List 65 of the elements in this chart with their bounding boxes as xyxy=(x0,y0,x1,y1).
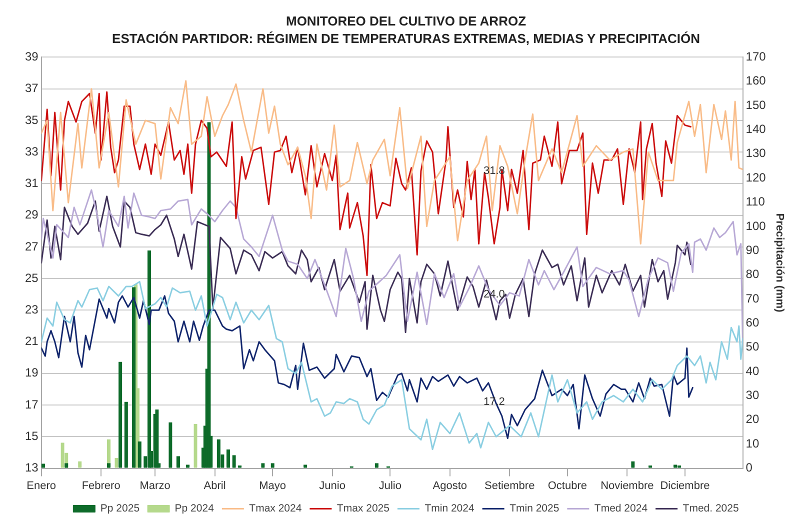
y-tick-label: 35 xyxy=(24,112,39,127)
chart-title: MONITOREO DEL CULTIVO DE ARROZ xyxy=(286,13,526,28)
legend-label: Tmed 2024 xyxy=(594,502,648,515)
chart-subtitle: ESTACIÓN PARTIDOR: RÉGIMEN DE TEMPERATURAS EXTREMAS, MEDIAS Y PRECIPITACIÓN xyxy=(112,30,700,46)
legend-label: Tmax 2025 xyxy=(336,502,390,515)
legend-label: Tmed. 2025 xyxy=(682,502,739,515)
y-tick-label: 31 xyxy=(24,176,39,190)
y2-tick-label: 150 xyxy=(746,98,766,112)
y-tick-label: 21 xyxy=(24,334,39,348)
x-tick-label: Febrero xyxy=(82,480,120,492)
bar xyxy=(114,458,118,468)
x-tick-label: Octubre xyxy=(548,480,587,492)
y2-tick-label: 140 xyxy=(746,122,766,136)
y2-tick-label: 130 xyxy=(746,146,766,160)
y2-tick-label: 20 xyxy=(746,412,760,426)
y-tick-label: 17 xyxy=(24,397,39,412)
x-tick-label: Diciembre xyxy=(660,480,710,492)
legend-label: Tmin 2025 xyxy=(510,502,560,515)
y-tick-label: 19 xyxy=(24,366,39,380)
bar xyxy=(176,456,180,468)
x-tick-label: Mayo xyxy=(259,480,286,492)
y-tick-label: 13 xyxy=(24,460,39,475)
legend-label: Tmin 2024 xyxy=(424,502,474,515)
y-tick-label: 37 xyxy=(24,81,39,96)
x-tick-label: Abril xyxy=(204,480,226,492)
x-tick-label: Junio xyxy=(319,480,346,492)
y2-tick-label: 170 xyxy=(746,50,766,64)
legend-label: Pp 2025 xyxy=(100,502,140,515)
y-tick-label: 27 xyxy=(24,239,39,254)
bar xyxy=(232,455,236,468)
bar xyxy=(155,409,159,468)
y2-tick-label: 90 xyxy=(746,242,760,257)
bar xyxy=(60,442,64,468)
bar xyxy=(216,439,220,468)
bar xyxy=(78,461,82,468)
y-tick-label: 29 xyxy=(24,208,39,222)
y2-tick-label: 160 xyxy=(746,74,766,88)
y-tick-label: 39 xyxy=(24,50,39,64)
y2-axis-title: Precipitación (mm) xyxy=(773,213,786,313)
x-tick-label: Marzo xyxy=(140,480,170,492)
y-tick-label: 23 xyxy=(24,302,39,316)
y2-tick-label: 40 xyxy=(746,364,760,378)
y-tick-label: 15 xyxy=(24,428,39,443)
y-tick-label: 25 xyxy=(24,270,39,285)
x-tick-label: Enero xyxy=(26,480,56,492)
bar xyxy=(226,449,230,468)
x-tick-label: Setiembre xyxy=(484,480,535,492)
y2-tick-label: 110 xyxy=(746,194,766,209)
x-tick-label: Julio xyxy=(378,480,402,492)
y-tick-label: 33 xyxy=(24,144,39,158)
y2-tick-label: 0 xyxy=(746,460,753,475)
y2-tick-label: 70 xyxy=(746,291,760,306)
y2-tick-label: 60 xyxy=(746,316,760,330)
x-tick-label: Agosto xyxy=(432,480,467,492)
y2-tick-label: 30 xyxy=(746,388,760,402)
y2-tick-label: 50 xyxy=(746,340,760,354)
bar xyxy=(631,461,635,468)
y2-tick-label: 80 xyxy=(746,267,760,282)
legend-label: Pp 2024 xyxy=(174,502,214,515)
bar xyxy=(168,422,172,468)
y2-tick-label: 100 xyxy=(746,218,766,233)
x-tick-label: Noviembre xyxy=(600,480,654,492)
legend-label: Tmax 2024 xyxy=(249,502,302,515)
y2-tick-label: 10 xyxy=(746,436,760,450)
y2-tick-label: 120 xyxy=(746,170,766,184)
